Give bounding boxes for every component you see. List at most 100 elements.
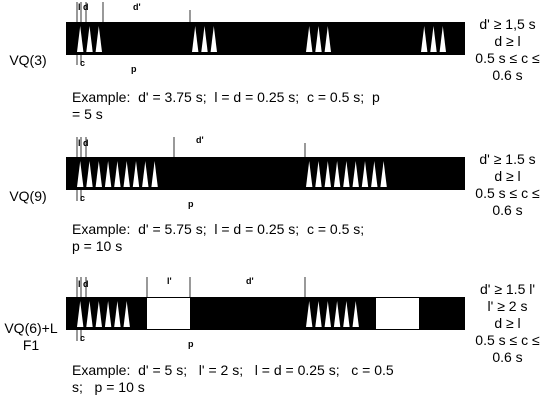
- flash-pulse: [123, 301, 130, 327]
- flash-pulse: [123, 161, 130, 187]
- flash-pulse: [324, 161, 331, 187]
- condition-line: d' ≥ 1,5 s: [479, 16, 536, 32]
- condition-line: 0.5 s ≤ c ≤: [475, 50, 540, 66]
- label-p: p: [131, 64, 137, 74]
- flash-pulse: [104, 301, 112, 327]
- flash-pulse: [192, 26, 199, 52]
- panel-vq3: l d d' c p: [66, 2, 465, 74]
- flash-pulse: [210, 26, 217, 52]
- example-line: Example: d' = 3.75 s; l = d = 0.25 s; c …: [72, 89, 380, 105]
- flash-pulse: [324, 301, 331, 327]
- flash-pulse: [361, 161, 369, 187]
- label-l: l: [78, 138, 81, 148]
- flash-pulse: [343, 161, 350, 187]
- label-l: l: [78, 279, 81, 289]
- flash-pulse: [380, 161, 387, 187]
- flash-pulse: [333, 301, 341, 327]
- example-line: Example: d' = 5.75 s; l = d = 0.25 s; c …: [72, 221, 365, 237]
- flash-pulse: [306, 161, 313, 187]
- flash-pulse: [343, 301, 350, 327]
- flash-pulse: [114, 301, 121, 327]
- pattern-name-line: VQ(3): [9, 52, 47, 68]
- flash-pulse: [324, 26, 331, 52]
- conditions-block: d' ≥ 1,5 s d ≥ l 0.5 s ≤ c ≤ 0.6 s: [465, 16, 550, 84]
- flash-pulses: [77, 26, 446, 52]
- condition-line: d ≥ l: [494, 315, 521, 331]
- long-flash-block: [147, 298, 190, 329]
- flash-pulse: [201, 26, 208, 52]
- flash-pulse: [421, 26, 428, 52]
- flash-pulse: [151, 161, 158, 187]
- label-c: c: [80, 333, 85, 343]
- flash-pulse: [104, 161, 112, 187]
- label-d: d: [83, 138, 89, 148]
- long-flash-block: [376, 298, 419, 329]
- label-l: l: [78, 2, 81, 12]
- condition-line: d ≥ l: [494, 168, 521, 184]
- flash-pulses: [77, 161, 387, 187]
- flash-pulse: [306, 301, 313, 327]
- pattern-name-line: VQ(9): [9, 188, 47, 204]
- label-d-prime: d': [133, 2, 141, 12]
- example-text: Example: d' = 3.75 s; l = d = 0.25 s; c …: [72, 89, 380, 123]
- label-c: c: [80, 58, 85, 68]
- panel-vq6-lf1: l d l' d' c p: [66, 276, 465, 349]
- condition-line: l' ≥ 2 s: [487, 298, 528, 314]
- label-c: c: [80, 193, 85, 203]
- flash-pulse: [77, 161, 84, 187]
- label-d: d: [83, 279, 89, 289]
- pattern-name: VQ(6)+L F1: [0, 320, 62, 354]
- flash-pulse: [95, 161, 102, 187]
- example-line: = 5 s: [72, 106, 103, 122]
- label-d-prime: d': [196, 135, 204, 145]
- label-d-prime: d': [246, 276, 254, 286]
- condition-line: d ≥ l: [494, 33, 521, 49]
- signal-bar: [66, 157, 465, 190]
- label-l-prime: l': [167, 276, 172, 286]
- condition-line: 0.5 s ≤ c ≤: [475, 185, 540, 201]
- label-p: p: [188, 339, 194, 349]
- flash-pulse: [315, 301, 322, 327]
- conditions-block: d' ≥ 1.5 s d ≥ l 0.5 s ≤ c ≤ 0.6 s: [465, 151, 550, 219]
- flash-pulse: [132, 161, 140, 187]
- pattern-name-line: VQ(6)+L: [4, 320, 58, 336]
- condition-line: 0.6 s: [492, 202, 523, 218]
- flash-pulse: [142, 161, 149, 187]
- flash-pulses: [77, 301, 359, 327]
- example-line: p = 10 s: [72, 238, 123, 254]
- example-text: Example: d' = 5.75 s; l = d = 0.25 s; c …: [72, 221, 364, 255]
- flash-pulse: [352, 161, 359, 187]
- flash-pulse: [86, 26, 93, 52]
- flash-pulse: [439, 26, 446, 52]
- flash-pulse: [352, 301, 359, 327]
- flash-pulse: [77, 301, 84, 327]
- panel-vq9: l d d' c p: [66, 135, 465, 209]
- flash-pulse: [371, 161, 378, 187]
- condition-line: 0.6 s: [492, 349, 523, 365]
- flash-pulse: [77, 26, 84, 52]
- conditions-block: d' ≥ 1.5 l' l' ≥ 2 s d ≥ l 0.5 s ≤ c ≤ 0…: [465, 281, 550, 366]
- example-text: Example: d' = 5 s; l' = 2 s; l = d = 0.2…: [72, 362, 394, 396]
- flash-pulse: [114, 161, 121, 187]
- flash-pulse: [86, 301, 93, 327]
- flash-pulse: [86, 161, 93, 187]
- pattern-name: VQ(3): [2, 52, 54, 69]
- flash-pulse: [315, 161, 322, 187]
- label-d: d: [83, 2, 89, 12]
- flash-pulse: [95, 26, 102, 52]
- signal-bar: [66, 22, 465, 55]
- condition-line: 0.5 s ≤ c ≤: [475, 332, 540, 348]
- flash-pulse: [95, 301, 102, 327]
- pattern-name: VQ(9): [2, 188, 54, 205]
- example-line: Example: d' = 5 s; l' = 2 s; l = d = 0.2…: [72, 362, 394, 378]
- flash-pulse: [430, 26, 437, 52]
- example-line: s; p = 10 s: [72, 379, 145, 395]
- condition-line: d' ≥ 1.5 l': [479, 281, 536, 297]
- label-p: p: [188, 199, 194, 209]
- flash-pulse: [333, 161, 341, 187]
- condition-line: d' ≥ 1.5 s: [479, 151, 536, 167]
- condition-line: 0.6 s: [492, 67, 523, 83]
- flash-pulse: [306, 26, 313, 52]
- pattern-name-line: F1: [22, 337, 40, 353]
